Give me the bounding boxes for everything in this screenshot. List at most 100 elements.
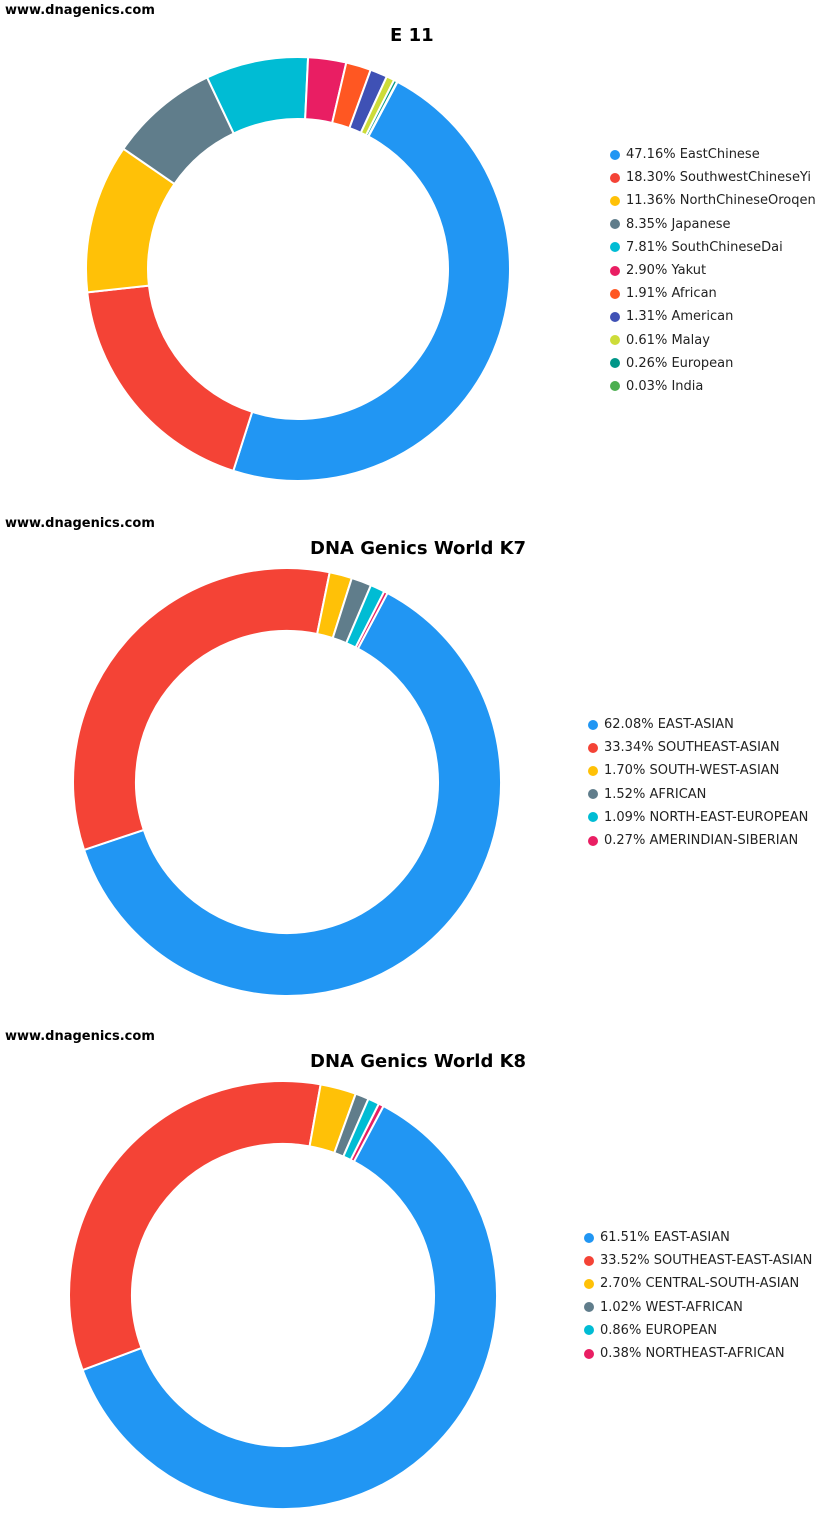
legend-label: SOUTHEAST-ASIAN bbox=[657, 740, 780, 756]
chart-panel-e11: www.dnagenics.com E 11 47.16EastChinese 1… bbox=[0, 0, 816, 513]
legend-item-european: 0.26European bbox=[610, 352, 816, 375]
legend-label: NorthChineseOroqen bbox=[679, 193, 816, 209]
chart-title: DNA Genics World K7 bbox=[310, 538, 527, 559]
legend-swatch bbox=[610, 265, 620, 276]
legend-label: Japanese bbox=[671, 216, 731, 232]
legend-item-malay: 0.61Malay bbox=[610, 329, 816, 352]
site-watermark: www.dnagenics.com bbox=[5, 1029, 155, 1044]
donut-slice-india bbox=[367, 80, 399, 138]
legend-item-southeast-east-asian: 33.52SOUTHEAST-EAST-ASIAN bbox=[584, 1249, 812, 1272]
legend-swatch bbox=[610, 381, 620, 392]
legend-item-european: 0.86EUROPEAN bbox=[584, 1319, 812, 1342]
legend-label: SOUTH-WEST-ASIAN bbox=[649, 763, 780, 779]
legend-swatch bbox=[610, 195, 620, 206]
donut-slice-northeast-african bbox=[349, 1102, 385, 1163]
legend-value: 18.30 bbox=[626, 170, 680, 185]
legend-label: WEST-AFRICAN bbox=[645, 1299, 743, 1315]
legend-value: 0.38 bbox=[600, 1346, 645, 1361]
legend-value: 1.70 bbox=[604, 763, 649, 778]
legend-item-southeast-asian: 33.34SOUTHEAST-ASIAN bbox=[588, 736, 808, 759]
legend-item-northchineseoroqen: 11.36NorthChineseOroqen bbox=[610, 189, 816, 212]
legend-value: 1.52 bbox=[604, 787, 649, 802]
legend-label: European bbox=[671, 355, 734, 371]
donut-slice-east-asian bbox=[83, 592, 502, 997]
legend-value: 1.02 bbox=[600, 1300, 645, 1315]
legend-value: 7.81 bbox=[626, 240, 671, 255]
legend-item-india: 0.03India bbox=[610, 375, 816, 398]
legend-label: Yakut bbox=[671, 263, 707, 279]
legend-swatch bbox=[588, 789, 598, 800]
legend-label: SouthChineseDai bbox=[671, 239, 783, 255]
legend-label: AMERINDIAN-SIBERIAN bbox=[649, 833, 799, 849]
legend-item-amerindian-siberian: 0.27AMERINDIAN-SIBERIAN bbox=[588, 829, 808, 852]
legend-swatch bbox=[588, 835, 598, 846]
chart-legend: 61.51EAST-ASIAN33.52SOUTHEAST-EAST-ASIAN… bbox=[584, 1226, 812, 1365]
donut-chart bbox=[85, 56, 512, 482]
legend-swatch bbox=[610, 288, 620, 299]
legend-label: African bbox=[671, 286, 717, 302]
legend-value: 62.08 bbox=[604, 717, 658, 732]
legend-swatch bbox=[584, 1232, 594, 1243]
legend-label: NORTHEAST-AFRICAN bbox=[645, 1346, 785, 1362]
chart-panel-k8: www.dnagenics.com DNA Genics World K8 61… bbox=[0, 1026, 816, 1539]
legend-item-japanese: 8.35Japanese bbox=[610, 213, 816, 236]
legend-label: NORTH-EAST-EUROPEAN bbox=[649, 809, 809, 825]
legend-swatch bbox=[588, 765, 598, 776]
legend-label: EAST-ASIAN bbox=[657, 717, 734, 733]
legend-swatch bbox=[588, 719, 598, 730]
donut-slice-southeast-east-asian bbox=[68, 1080, 322, 1372]
legend-label: SouthwestChineseYi bbox=[679, 170, 812, 186]
legend-item-northeast-african: 0.38NORTHEAST-AFRICAN bbox=[584, 1342, 812, 1365]
legend-value: 8.35 bbox=[626, 217, 671, 232]
legend-value: 1.91 bbox=[626, 286, 671, 301]
legend-label: EastChinese bbox=[679, 147, 760, 163]
legend-label: AFRICAN bbox=[649, 786, 707, 802]
legend-item-east-asian: 62.08EAST-ASIAN bbox=[588, 713, 808, 736]
legend-item-yakut: 2.90Yakut bbox=[610, 259, 816, 282]
donut-chart bbox=[72, 567, 502, 997]
chart-legend: 47.16EastChinese 18.30SouthwestChineseYi 1… bbox=[610, 143, 816, 398]
legend-swatch bbox=[584, 1278, 594, 1289]
donut-slice-eastchinese bbox=[232, 80, 512, 482]
legend-swatch bbox=[584, 1302, 594, 1313]
legend-swatch bbox=[584, 1255, 594, 1266]
site-watermark: www.dnagenics.com bbox=[5, 516, 155, 531]
legend-swatch bbox=[610, 149, 620, 160]
legend-value: 2.70 bbox=[600, 1276, 645, 1291]
legend-item-african: 1.52AFRICAN bbox=[588, 783, 808, 806]
legend-item-eastchinese: 47.16EastChinese bbox=[610, 143, 816, 166]
legend-item-american: 1.31American bbox=[610, 305, 816, 328]
donut-slice-southeast-asian bbox=[72, 567, 331, 851]
donut-slice-southwestchineseyi bbox=[86, 284, 254, 472]
chart-title: E 11 bbox=[390, 25, 434, 46]
donut-slice-amerindian-siberian bbox=[354, 590, 389, 650]
legend-value: 0.86 bbox=[600, 1323, 645, 1338]
legend-swatch bbox=[584, 1325, 594, 1336]
legend-value: 47.16 bbox=[626, 147, 680, 162]
legend-value: 11.36 bbox=[626, 193, 680, 208]
legend-swatch bbox=[584, 1348, 594, 1359]
legend-swatch bbox=[588, 742, 598, 753]
legend-swatch bbox=[610, 219, 620, 230]
legend-value: 0.26 bbox=[626, 356, 671, 371]
legend-item-west-african: 1.02WEST-AFRICAN bbox=[584, 1296, 812, 1319]
legend-swatch bbox=[610, 311, 620, 322]
legend-label: India bbox=[671, 378, 704, 394]
legend-item-southchinesedai: 7.81SouthChineseDai bbox=[610, 236, 816, 259]
legend-swatch bbox=[610, 335, 620, 346]
legend-item-south-west-asian: 1.70SOUTH-WEST-ASIAN bbox=[588, 759, 808, 782]
legend-item-central-south-asian: 2.70CENTRAL-SOUTH-ASIAN bbox=[584, 1272, 812, 1295]
legend-label: SOUTHEAST-EAST-ASIAN bbox=[653, 1253, 813, 1269]
legend-value: 2.90 bbox=[626, 263, 671, 278]
donut-slice-east-asian bbox=[81, 1105, 498, 1510]
site-watermark: www.dnagenics.com bbox=[5, 3, 155, 18]
legend-swatch bbox=[610, 358, 620, 369]
legend-value: 0.03 bbox=[626, 379, 671, 394]
legend-label: CENTRAL-SOUTH-ASIAN bbox=[645, 1276, 800, 1292]
legend-value: 1.09 bbox=[604, 810, 649, 825]
legend-value: 1.31 bbox=[626, 309, 671, 324]
legend-label: EAST-ASIAN bbox=[653, 1230, 730, 1246]
legend-label: Malay bbox=[671, 332, 710, 348]
legend-value: 33.52 bbox=[600, 1253, 654, 1268]
legend-value: 0.27 bbox=[604, 833, 649, 848]
